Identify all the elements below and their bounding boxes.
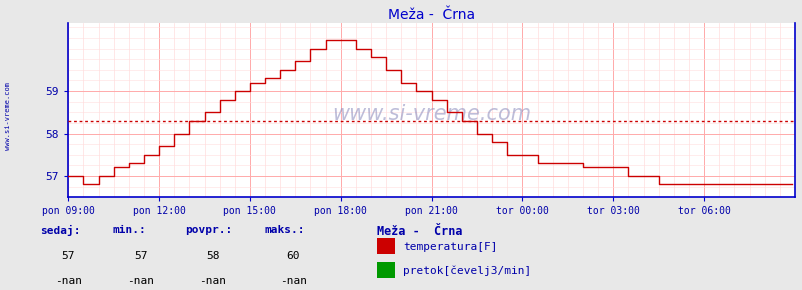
Text: Meža -  Črna: Meža - Črna [377,225,462,238]
Text: 57: 57 [62,251,75,261]
Text: sedaj:: sedaj: [40,225,80,236]
Text: maks.:: maks.: [265,225,305,235]
Text: www.si-vreme.com: www.si-vreme.com [5,82,11,150]
Text: min.:: min.: [112,225,146,235]
Text: 60: 60 [286,251,299,261]
Text: -nan: -nan [127,276,154,285]
Text: www.si-vreme.com: www.si-vreme.com [332,104,530,124]
Text: 57: 57 [134,251,147,261]
Title: Meža -  Črna: Meža - Črna [387,8,475,22]
Text: -nan: -nan [199,276,226,285]
Text: temperatura[F]: temperatura[F] [403,242,497,251]
Text: -nan: -nan [279,276,306,285]
Text: povpr.:: povpr.: [184,225,232,235]
Text: 58: 58 [206,251,219,261]
Text: -nan: -nan [55,276,82,285]
Text: pretok[čevelj3/min]: pretok[čevelj3/min] [403,266,531,276]
